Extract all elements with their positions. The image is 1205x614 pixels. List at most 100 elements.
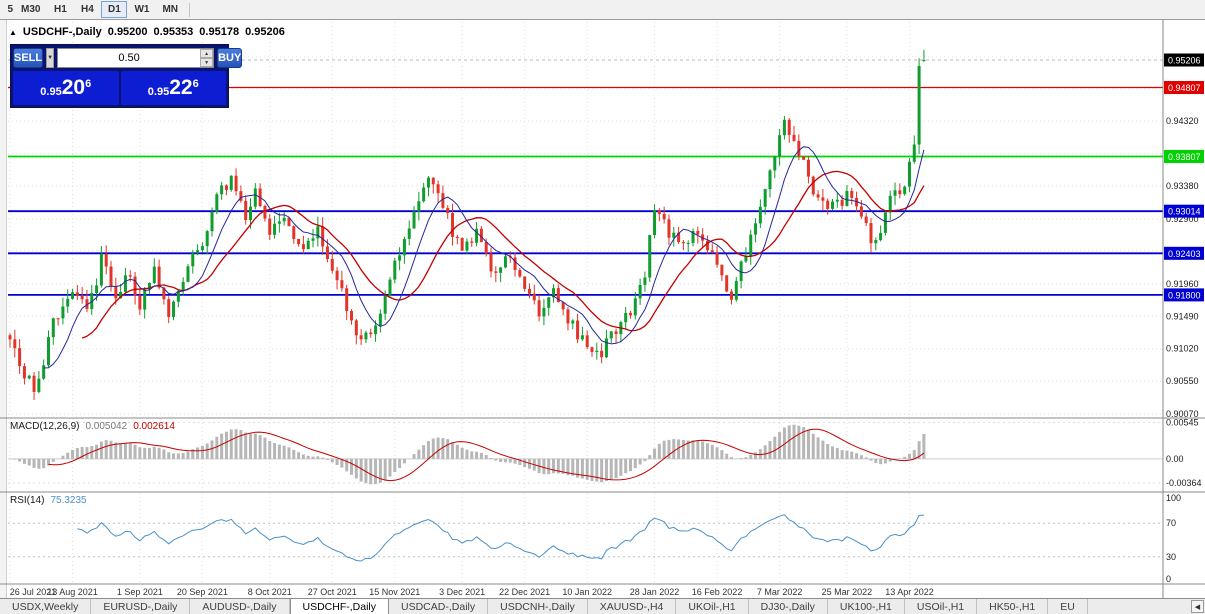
macd-indicator-label: MACD(12,26,9) 0.005042 0.002614 <box>10 421 175 432</box>
chevron-down-icon: ▼ <box>47 55 54 61</box>
svg-text:0.91960: 0.91960 <box>1166 279 1199 289</box>
svg-text:0.93380: 0.93380 <box>1166 181 1199 191</box>
chart-tab-eurusd-daily[interactable]: EURUSD-,Daily <box>91 599 191 614</box>
svg-text:0.94807: 0.94807 <box>1168 83 1201 93</box>
svg-text:0.90070: 0.90070 <box>1166 409 1199 419</box>
chart-tab-bar: USDX,Weekly EURUSD-,Daily AUDUSD-,Daily USD… <box>0 598 1205 614</box>
svg-text:0.93014: 0.93014 <box>1168 207 1201 217</box>
toolbar-separator <box>189 2 191 17</box>
chart-tab-ukoil-h1[interactable]: UKOil-,H1 <box>676 599 749 614</box>
rsi-line <box>77 514 924 562</box>
chart-symbol-period: USDCHF-,Daily <box>22 26 102 38</box>
macd-histogram <box>13 424 926 485</box>
rsi-indicator-label: RSI(14) 75.3235 <box>10 495 87 506</box>
chart-tab-usdchf-daily[interactable]: USDCHF-,Daily <box>289 599 390 614</box>
bid-price-point: 6 <box>85 77 92 90</box>
ohlc-low: 0.95178 <box>199 26 240 38</box>
chart-tab-hk50-h1[interactable]: HK50-,H1 <box>977 599 1049 614</box>
lot-size-field: ▲ ▼ <box>57 48 215 68</box>
chart-tab-usdcnh-daily[interactable]: USDCNH-,Daily <box>488 599 588 614</box>
macd-signal-line <box>48 428 925 482</box>
svg-text:-0.00364: -0.00364 <box>1166 478 1202 488</box>
tab-scroll-left-button[interactable]: ◀ <box>1191 600 1204 613</box>
panel-collapse-icon[interactable]: ▲ <box>9 27 17 37</box>
chart-tab-usdcad-daily[interactable]: USDCAD-,Daily <box>389 599 489 614</box>
macd-signal-value: 0.002614 <box>133 421 175 432</box>
lot-spinner: ▲ ▼ <box>200 49 214 67</box>
timeframe-toolbar: 5 M30 H1 H4 D1 W1 MN <box>0 0 1205 20</box>
svg-text:0.00: 0.00 <box>1166 454 1184 464</box>
lot-dropdown-button[interactable]: ▼ <box>46 48 55 68</box>
svg-text:0.00545: 0.00545 <box>1166 417 1199 427</box>
svg-text:0.95206: 0.95206 <box>1168 56 1201 66</box>
lot-decrease-button[interactable]: ▼ <box>200 58 214 67</box>
ask-price-major: 0.95 <box>147 85 170 98</box>
chart-canvas[interactable]: 0.94320 0.93380 0.92900 0.91960 0.91490 0.910… <box>0 20 1205 598</box>
chart-tab-usoil-h1[interactable]: USOil-,H1 <box>904 599 978 614</box>
chevron-down-icon: ▼ <box>204 59 210 66</box>
macd-panel <box>8 421 1163 484</box>
ma-slow-line <box>81 170 925 339</box>
svg-text:0.91490: 0.91490 <box>1166 311 1199 321</box>
timeframe-button-d1[interactable]: D1 <box>101 1 128 18</box>
buy-button[interactable]: BUY <box>217 48 243 68</box>
svg-text:13 Apr 2022: 13 Apr 2022 <box>885 587 934 597</box>
price-axis: 0.94320 0.93380 0.92900 0.91960 0.91490 0.910… <box>1164 53 1204 584</box>
svg-text:3 Dec 2021: 3 Dec 2021 <box>439 587 485 597</box>
svg-text:100: 100 <box>1166 493 1181 503</box>
timeframe-button-m30[interactable]: M30 <box>15 1 46 18</box>
ask-price-pips: 22 <box>169 76 193 99</box>
svg-text:28 Jan 2022: 28 Jan 2022 <box>630 587 680 597</box>
svg-text:0.92900: 0.92900 <box>1166 214 1199 224</box>
svg-text:0.91020: 0.91020 <box>1166 344 1199 354</box>
svg-text:0.93807: 0.93807 <box>1168 152 1201 162</box>
ma-fast-line <box>43 146 925 369</box>
svg-text:15 Nov 2021: 15 Nov 2021 <box>369 587 420 597</box>
rsi-name: RSI(14) <box>10 495 45 506</box>
svg-text:30: 30 <box>1166 552 1176 562</box>
ask-price-button[interactable]: 0.95 22 6 <box>120 71 226 105</box>
svg-text:16 Feb 2022: 16 Feb 2022 <box>692 587 743 597</box>
svg-text:27 Oct 2021: 27 Oct 2021 <box>308 587 357 597</box>
chart-tab-usdx-weekly[interactable]: USDX,Weekly <box>0 599 92 614</box>
svg-text:0.90550: 0.90550 <box>1166 376 1199 386</box>
svg-text:26 Jul 2021: 26 Jul 2021 <box>10 587 57 597</box>
timeframe-button-mn[interactable]: MN <box>156 1 184 18</box>
bid-price-button[interactable]: 0.95 20 6 <box>13 71 119 105</box>
sell-button[interactable]: SELL <box>13 48 44 68</box>
panel-separators[interactable] <box>0 20 1205 598</box>
lot-size-input[interactable] <box>58 49 201 67</box>
svg-text:13 Aug 2021: 13 Aug 2021 <box>47 587 98 597</box>
macd-main-value: 0.005042 <box>85 421 128 432</box>
rsi-panel <box>8 514 1163 562</box>
svg-text:0.92403: 0.92403 <box>1168 249 1201 259</box>
bid-price-major: 0.95 <box>40 85 62 98</box>
chevron-up-icon: ▲ <box>204 50 210 57</box>
svg-text:20 Sep 2021: 20 Sep 2021 <box>177 587 228 597</box>
bid-price-pips: 20 <box>61 76 86 99</box>
chart-title: ▲ USDCHF-,Daily 0.95200 0.95353 0.95178 … <box>9 26 285 38</box>
chart-tab-dj30-daily[interactable]: DJ30-,Daily <box>748 599 828 614</box>
left-window-edge <box>0 20 6 598</box>
chart-tab-xauusd-h4[interactable]: XAUUSD-,H4 <box>587 599 677 614</box>
ohlc-close: 0.95206 <box>245 26 285 38</box>
timeframe-button-w1[interactable]: W1 <box>128 1 155 18</box>
svg-text:10 Jan 2022: 10 Jan 2022 <box>562 587 612 597</box>
chart-tab-uk100-h1[interactable]: UK100-,H1 <box>827 599 905 614</box>
svg-text:22 Dec 2021: 22 Dec 2021 <box>499 587 550 597</box>
chart-tab-eu[interactable]: EU <box>1048 599 1088 614</box>
svg-text:0.94320: 0.94320 <box>1166 116 1199 126</box>
lot-increase-button[interactable]: ▲ <box>200 49 214 58</box>
chart-tab-audusd-daily[interactable]: AUDUSD-,Daily <box>190 599 290 614</box>
svg-text:0.91800: 0.91800 <box>1168 290 1201 300</box>
svg-text:8 Oct 2021: 8 Oct 2021 <box>248 587 292 597</box>
timeframe-button-5[interactable]: 5 <box>1 1 14 18</box>
macd-name: MACD(12,26,9) <box>10 421 80 432</box>
candlesticks <box>8 49 926 401</box>
timeframe-button-h4[interactable]: H4 <box>74 1 100 18</box>
timeframe-button-h1[interactable]: H1 <box>47 1 73 18</box>
rsi-value: 75.3235 <box>50 495 87 506</box>
